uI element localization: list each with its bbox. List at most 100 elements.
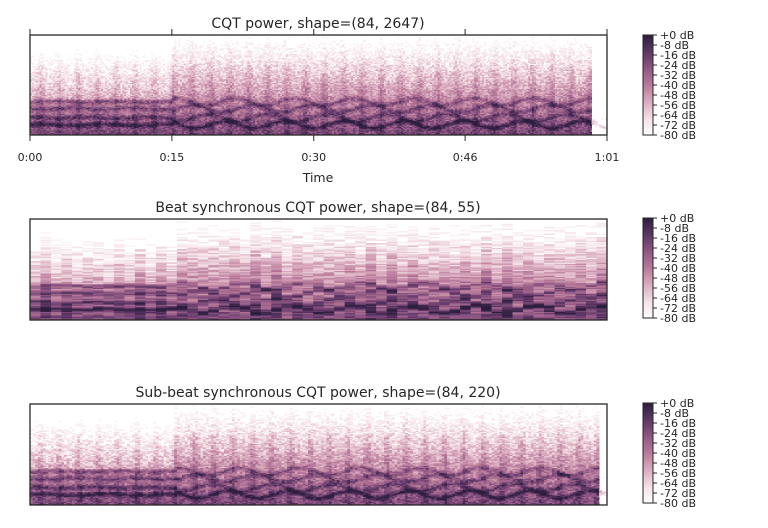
heatmap-cell <box>68 70 70 72</box>
heatmap-cell <box>170 54 172 56</box>
heatmap-cell <box>84 74 86 76</box>
heatmap-cell <box>176 65 178 67</box>
heatmap-cell <box>90 71 92 73</box>
heatmap-cell <box>176 54 178 56</box>
heatmap-cell <box>124 77 126 79</box>
heatmap-cell <box>143 54 145 56</box>
heatmap-cell <box>159 62 161 64</box>
heatmap-cell <box>109 60 111 62</box>
heatmap-cell <box>42 56 44 58</box>
heatmap-cell <box>126 72 128 74</box>
heatmap-cell <box>107 75 109 77</box>
heatmap-cell <box>72 77 74 79</box>
heatmap-cell <box>170 61 172 63</box>
heatmap-cell <box>78 67 80 69</box>
heatmap-cell <box>61 65 63 67</box>
heatmap-cell <box>72 71 74 73</box>
heatmap-cell <box>43 60 45 62</box>
heatmap-cell <box>53 62 55 64</box>
heatmap-cell <box>101 75 103 77</box>
heatmap-cell <box>32 62 34 64</box>
heatmap-cell <box>61 60 63 62</box>
heatmap-cell <box>113 68 115 70</box>
heatmap-cell <box>159 75 161 77</box>
heatmap-cell <box>176 50 178 52</box>
heatmap-cell <box>95 61 97 63</box>
heatmap-cell <box>130 54 132 56</box>
heatmap-cell <box>143 56 145 58</box>
heatmap-cell <box>142 71 144 73</box>
heatmap-cell <box>42 54 44 56</box>
heatmap-cell <box>84 72 86 74</box>
heatmap-cell <box>111 56 113 58</box>
heatmap-cell <box>163 59 165 61</box>
heatmap-cell <box>130 68 132 70</box>
heatmap-cell <box>43 74 45 76</box>
heatmap-cell <box>80 54 82 56</box>
heatmap-cell <box>142 62 144 64</box>
heatmap-cell <box>93 53 95 55</box>
heatmap-cell <box>95 58 97 60</box>
heatmap-cell <box>142 73 144 75</box>
heatmap-cell <box>118 61 120 63</box>
heatmap-cell <box>142 56 144 58</box>
heatmap-cell <box>103 71 105 73</box>
heatmap-cell <box>118 74 120 76</box>
heatmap-cell <box>170 64 172 66</box>
heatmap-cell <box>153 64 155 66</box>
heatmap-cell <box>153 60 155 62</box>
heatmap-cell <box>32 72 34 74</box>
heatmap-cell <box>103 55 105 57</box>
heatmap-cell <box>90 61 92 63</box>
heatmap-cell <box>117 56 119 58</box>
heatmap-cell <box>67 59 69 61</box>
heatmap-cell <box>120 55 122 57</box>
heatmap-cell <box>182 64 184 66</box>
heatmap-cell <box>72 79 74 81</box>
heatmap-cell <box>188 46 190 48</box>
heatmap-cell <box>107 59 109 61</box>
heatmap-cell <box>136 60 138 62</box>
heatmap-cell <box>68 55 70 57</box>
heatmap-cell <box>76 62 78 64</box>
heatmap-cell <box>182 66 184 68</box>
heatmap-cell <box>76 49 78 51</box>
heatmap-cell <box>74 53 76 55</box>
heatmap-cell <box>147 56 149 58</box>
heatmap-cell <box>186 43 188 45</box>
heatmap-cell <box>59 54 61 56</box>
heatmap-cell <box>32 66 34 68</box>
heatmap-cell <box>49 56 51 58</box>
heatmap-cell <box>90 66 92 68</box>
heatmap-cell <box>132 50 134 52</box>
heatmap-cell <box>165 71 167 73</box>
heatmap-cell <box>32 56 34 58</box>
heatmap-cell <box>130 61 132 63</box>
heatmap-cell <box>49 59 51 61</box>
heatmap-cell <box>107 79 109 81</box>
heatmap-cell <box>63 64 65 66</box>
heatmap-cell <box>67 77 69 79</box>
heatmap-cell <box>49 68 51 70</box>
heatmap-cell <box>190 36 192 38</box>
heatmap-cell <box>182 60 184 62</box>
panel-cqt-power: CQT power, shape=(84, 2647) 0:00 0:15 0:30… <box>18 16 696 185</box>
heatmap-cell <box>95 49 97 51</box>
heatmap-cell <box>90 73 92 75</box>
heatmap-cell <box>32 81 34 83</box>
heatmap-cell <box>43 67 45 69</box>
heatmap-cell <box>84 77 86 79</box>
heatmap-cell <box>159 83 161 85</box>
heatmap-cell <box>84 70 86 72</box>
heatmap-cell <box>101 70 103 72</box>
heatmap-cell <box>165 75 167 77</box>
heatmap-cell <box>55 53 57 55</box>
heatmap-cell <box>124 71 126 73</box>
heatmap-cell <box>57 52 59 54</box>
heatmap-cell <box>107 68 109 70</box>
heatmap-cell <box>174 42 176 44</box>
heatmap-cqt-power <box>30 35 607 135</box>
heatmap-cell <box>182 53 184 55</box>
heatmap-cell <box>99 54 101 56</box>
heatmap-cell <box>136 64 138 66</box>
